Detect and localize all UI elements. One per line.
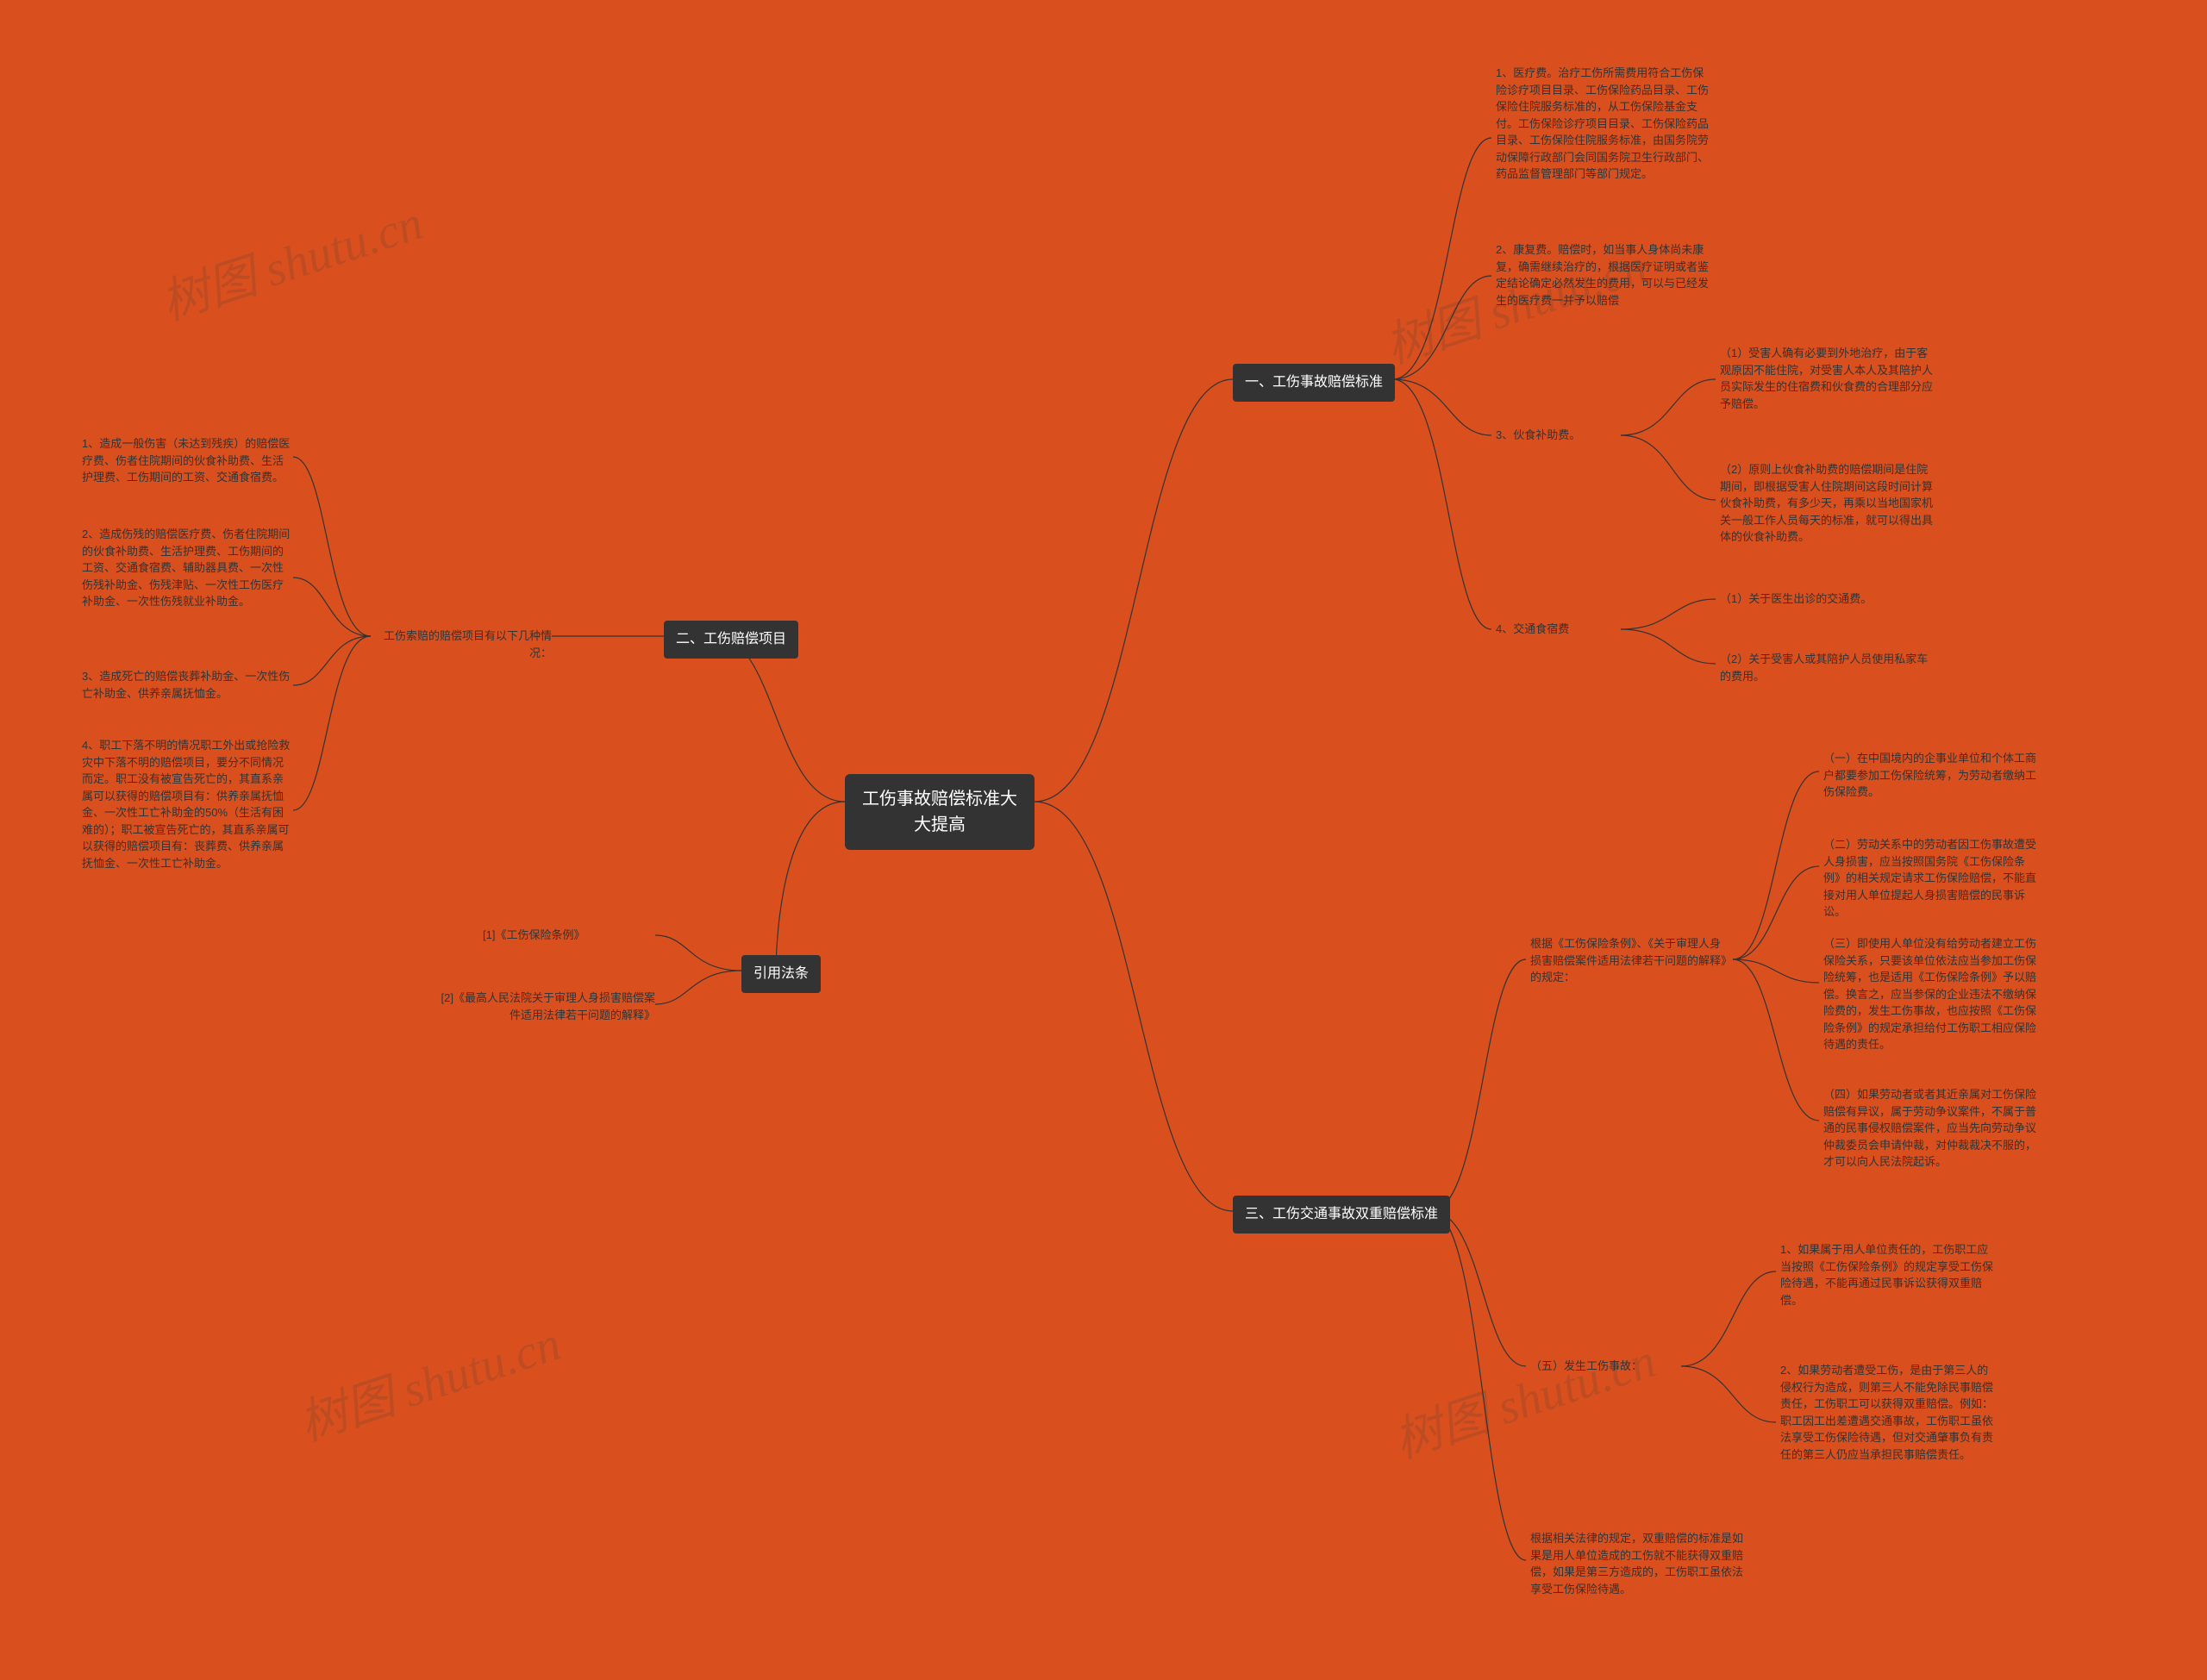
s1-item2: 2、康复费。赔偿时，如当事人身体尚未康复，确需继续治疗的，根据医疗证明或者鉴定结… — [1496, 241, 1711, 309]
section-3-title[interactable]: 三、工伤交通事故双重赔偿标准 — [1233, 1196, 1450, 1233]
s3-g2-sub1: 1、如果属于用人单位责任的，工伤职工应当按照《工伤保险条例》的规定享受工伤保险待… — [1780, 1241, 1996, 1308]
s2-item2: 2、造成伤残的赔偿医疗费、伤者住院期间的伙食补助费、生活护理费、工伤期间的工资、… — [82, 526, 293, 610]
refs-title[interactable]: 引用法条 — [741, 955, 821, 993]
watermark: 树图 shutu.cn — [151, 184, 430, 334]
watermark: 树图 shutu.cn — [1384, 1321, 1663, 1471]
ref-2: [2]《最高人民法院关于审理人身损害赔偿案件适用法律若干问题的解释》 — [431, 990, 655, 1023]
s2-item1: 1、造成一般伤害（未达到残疾）的赔偿医疗费、伤者住院期间的伙食补助费、生活护理费… — [82, 435, 293, 486]
s3-summary: 根据相关法律的规定，双重赔偿的标准是如果是用人单位造成的工伤就不能获得双重赔偿，… — [1530, 1530, 1746, 1597]
section-2-title[interactable]: 二、工伤赔偿项目 — [664, 621, 798, 659]
s3-g2-sub2: 2、如果劳动者遭受工伤，是由于第三人的侵权行为造成，则第三人不能免除民事赔偿责任… — [1780, 1362, 1996, 1463]
s3-g1-sub3: （三）即使用人单位没有给劳动者建立工伤保险关系，只要该单位依法应当参加工伤保险统… — [1823, 935, 2039, 1053]
s3-group1-label: 根据《工伤保险条例》、《关于审理人身损害赔偿案件适用法律若干问题的解释》的规定： — [1530, 935, 1729, 986]
section-1-title[interactable]: 一、工伤事故赔偿标准 — [1233, 364, 1395, 402]
s2-item4: 4、职工下落不明的情况职工外出或抢险救灾中下落不明的赔偿项目，要分不同情况而定。… — [82, 737, 293, 871]
s1-item3-sub2: （2）原则上伙食补助费的赔偿期间是住院期间，即根据受害人住院期间这段时间计算伙食… — [1720, 461, 1935, 546]
s3-g1-sub4: （四）如果劳动者或者其近亲属对工伤保险赔偿有异议，属于劳动争议案件，不属于普通的… — [1823, 1086, 2039, 1171]
ref-1: [1]《工伤保险条例》 — [483, 927, 585, 944]
s1-item1: 1、医疗费。治疗工伤所需费用符合工伤保险诊疗项目目录、工伤保险药品目录、工伤保险… — [1496, 65, 1711, 183]
s1-item3-sub1: （1）受害人确有必要到外地治疗，由于客观原因不能住院，对受害人本人及其陪护人员实… — [1720, 345, 1935, 412]
s1-item3-label: 3、伙食补助费。 — [1496, 427, 1580, 444]
s3-g1-sub2: （二）劳动关系中的劳动者因工伤事故遭受人身损害，应当按照国务院《工伤保险条例》的… — [1823, 836, 2039, 921]
watermark: 树图 shutu.cn — [289, 1304, 568, 1454]
s1-item4-label: 4、交通食宿费 — [1496, 621, 1569, 638]
s1-item4-sub2: （2）关于受害人或其陪护人员使用私家车的费用。 — [1720, 651, 1935, 684]
root-node[interactable]: 工伤事故赔偿标准大大提高 — [845, 774, 1035, 850]
s2-intro: 工伤索赔的赔偿项目有以下几种情况： — [371, 628, 552, 661]
s3-g1-sub1: （一）在中国境内的企事业单位和个体工商户都要参加工伤保险统筹，为劳动者缴纳工伤保… — [1823, 750, 2039, 801]
s1-item4-sub1: （1）关于医生出诊的交通费。 — [1720, 590, 1872, 608]
s3-group2-label: （五）发生工伤事故： — [1530, 1358, 1642, 1375]
s2-item3: 3、造成死亡的赔偿丧葬补助金、一次性伤亡补助金、供养亲属抚恤金。 — [82, 668, 293, 702]
